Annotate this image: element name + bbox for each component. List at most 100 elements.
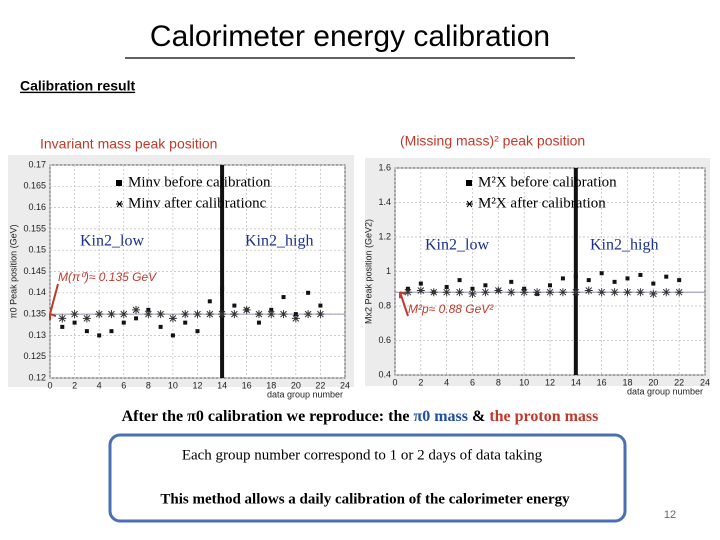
legend-marker bbox=[116, 200, 123, 208]
point bbox=[72, 320, 77, 325]
x-tick-label: 8 bbox=[496, 377, 501, 387]
legend-marker bbox=[466, 180, 472, 186]
legend-marker bbox=[466, 200, 473, 208]
point bbox=[662, 288, 671, 297]
note-box bbox=[108, 433, 627, 523]
point bbox=[418, 281, 423, 286]
point bbox=[548, 283, 552, 288]
reference-arrow bbox=[399, 291, 409, 317]
y-tick-label: 0.17 bbox=[28, 159, 46, 169]
y-tick-label: 1.6 bbox=[378, 162, 391, 172]
point bbox=[146, 307, 151, 312]
x-tick-label: 12 bbox=[192, 380, 202, 390]
x-tick-label: 4 bbox=[444, 377, 449, 387]
point bbox=[95, 310, 104, 319]
point bbox=[281, 295, 286, 300]
point bbox=[573, 274, 578, 279]
point bbox=[254, 310, 263, 319]
legend-entry: M²X before calibration bbox=[478, 174, 617, 190]
point bbox=[181, 310, 190, 319]
y-tick-label: 0.13 bbox=[28, 330, 46, 340]
point bbox=[119, 310, 128, 319]
legend-marker bbox=[116, 180, 122, 186]
plot-title: (Missing mass)² peak position bbox=[400, 133, 585, 149]
point bbox=[230, 310, 239, 319]
point bbox=[599, 271, 604, 276]
x-tick-label: 10 bbox=[168, 380, 178, 390]
point bbox=[468, 289, 477, 298]
point bbox=[546, 288, 554, 297]
point bbox=[444, 285, 449, 290]
y-tick-label: 1 bbox=[386, 266, 391, 276]
point bbox=[520, 288, 529, 297]
point bbox=[560, 276, 565, 281]
point bbox=[483, 283, 488, 288]
point bbox=[158, 324, 163, 329]
x-tick-label: 8 bbox=[146, 380, 151, 390]
divider bbox=[220, 165, 225, 378]
page-number: 12 bbox=[664, 509, 676, 521]
reference-label: M(π⁰)≈ 0.135 GeV bbox=[58, 270, 157, 284]
point bbox=[156, 310, 165, 319]
x-axis-label: data group number bbox=[267, 389, 343, 399]
point bbox=[623, 288, 632, 297]
conclusion-part: π0 mass bbox=[413, 408, 468, 425]
plot-title: Invariant mass peak position bbox=[40, 136, 217, 152]
x-tick-label: 14 bbox=[217, 380, 227, 390]
point bbox=[636, 288, 645, 297]
x-tick-label: 24 bbox=[700, 377, 710, 387]
point bbox=[269, 307, 274, 312]
point bbox=[107, 310, 116, 319]
note-line: This method allows a daily calibration o… bbox=[160, 491, 570, 507]
reference-arrow bbox=[49, 283, 59, 321]
point bbox=[403, 288, 412, 297]
x-tick-label: 4 bbox=[97, 380, 102, 390]
point bbox=[610, 288, 619, 297]
plots: Invariant mass peak position 0.12 0.125 0.1… bbox=[8, 133, 710, 399]
y-tick-label: 1.4 bbox=[378, 197, 391, 207]
point bbox=[457, 278, 462, 283]
point bbox=[144, 310, 153, 319]
point bbox=[183, 320, 188, 325]
y-axis-label: Mx2 Peak position (GeV2) bbox=[363, 219, 373, 324]
point bbox=[70, 310, 79, 319]
point bbox=[256, 320, 261, 325]
reference-label: M²p≈ 0.88 GeV² bbox=[408, 302, 494, 316]
annotation: Kin2_high bbox=[590, 237, 658, 254]
x-axis-label: data group number bbox=[627, 386, 703, 396]
conclusion: After the π0 calibration we reproduce: t… bbox=[122, 408, 599, 425]
section-title: Calibration result bbox=[20, 78, 135, 94]
x-tick-label: 20 bbox=[648, 377, 658, 387]
point bbox=[267, 310, 276, 319]
x-tick-label: 18 bbox=[622, 377, 632, 387]
point bbox=[455, 288, 464, 297]
conclusion-part: & bbox=[468, 408, 489, 425]
legend-entry: Minv before calibration bbox=[128, 174, 271, 190]
point bbox=[612, 279, 617, 284]
x-tick-label: 24 bbox=[340, 380, 350, 390]
x-tick-label: 16 bbox=[242, 380, 252, 390]
point bbox=[316, 310, 325, 319]
y-tick-label: 0.15 bbox=[28, 245, 46, 255]
point bbox=[664, 274, 669, 279]
divider bbox=[573, 168, 578, 375]
point bbox=[121, 320, 126, 325]
y-tick-label: 0.155 bbox=[23, 223, 46, 233]
y-tick-label: 0.165 bbox=[23, 181, 46, 191]
point bbox=[306, 290, 311, 295]
point bbox=[132, 305, 141, 314]
conclusion-part: the proton mass bbox=[489, 408, 598, 425]
point bbox=[677, 278, 682, 283]
y-tick-label: 0.145 bbox=[23, 266, 46, 276]
point bbox=[470, 286, 475, 291]
y-tick-label: 0.125 bbox=[23, 351, 46, 361]
point bbox=[58, 314, 67, 323]
x-tick-label: 2 bbox=[72, 380, 77, 390]
annotation: Kin2_low bbox=[425, 237, 489, 254]
x-tick-label: 16 bbox=[597, 377, 607, 387]
y-tick-label: 0.8 bbox=[378, 300, 391, 310]
point bbox=[168, 314, 177, 323]
point bbox=[533, 288, 542, 297]
y-tick-label: 0.135 bbox=[23, 308, 46, 318]
legend-entry: M²X after calibration bbox=[478, 195, 606, 211]
